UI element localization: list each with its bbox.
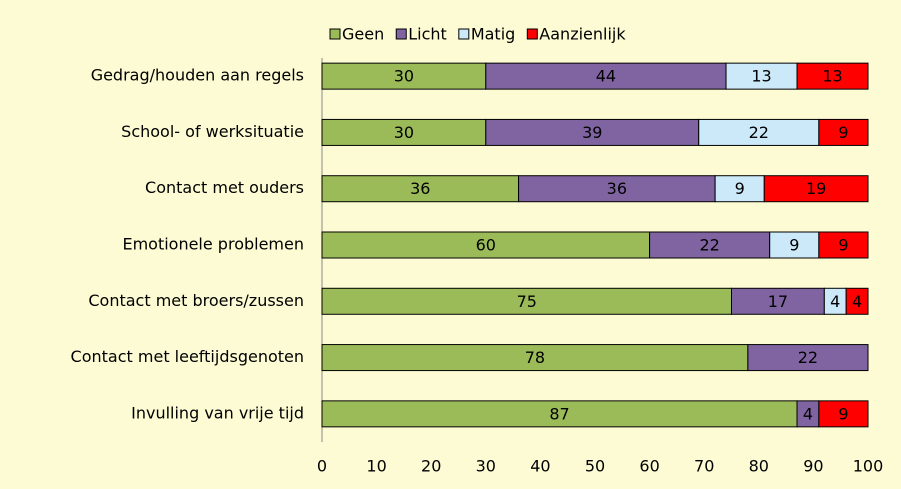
data-label: 4 bbox=[830, 292, 840, 311]
data-label: 22 bbox=[699, 236, 719, 255]
bar-segment bbox=[818, 400, 869, 428]
data-label: 75 bbox=[517, 292, 537, 311]
bar-segment bbox=[747, 344, 869, 372]
category-label: School- of werksituatie bbox=[121, 122, 304, 141]
data-label: 36 bbox=[410, 179, 430, 198]
legend-label: Licht bbox=[408, 25, 447, 44]
data-label: 78 bbox=[525, 348, 545, 367]
legend-swatch bbox=[329, 28, 341, 40]
data-label: 9 bbox=[838, 123, 848, 142]
x-tick-label: 10 bbox=[366, 457, 386, 476]
bar-segment bbox=[763, 175, 869, 203]
x-tick-label: 30 bbox=[476, 457, 496, 476]
x-tick-label: 40 bbox=[530, 457, 550, 476]
bar-segment bbox=[796, 62, 869, 90]
category-label: Contact met ouders bbox=[145, 178, 304, 197]
bar-segment bbox=[321, 62, 487, 90]
bar-segment bbox=[725, 62, 798, 90]
bar-segment bbox=[518, 175, 716, 203]
data-label: 30 bbox=[394, 67, 414, 86]
x-tick-label: 20 bbox=[421, 457, 441, 476]
category-label: Gedrag/houden aan regels bbox=[91, 66, 304, 85]
legend-swatch bbox=[458, 28, 470, 40]
data-label: 9 bbox=[789, 236, 799, 255]
x-tick-label: 0 bbox=[317, 457, 327, 476]
data-label: 39 bbox=[582, 123, 602, 142]
bar-segment bbox=[818, 231, 869, 259]
bar-segment bbox=[321, 175, 520, 203]
category-label: Contact met leeftijdsgenoten bbox=[71, 347, 304, 366]
data-label: 87 bbox=[549, 404, 569, 423]
legend-swatch bbox=[395, 28, 407, 40]
data-label: 4 bbox=[852, 292, 862, 311]
data-label: 22 bbox=[798, 348, 818, 367]
data-label: 4 bbox=[803, 404, 813, 423]
legend-swatch bbox=[526, 28, 538, 40]
x-tick-label: 70 bbox=[694, 457, 714, 476]
data-label: 17 bbox=[768, 292, 788, 311]
bar-segment bbox=[731, 287, 825, 315]
data-label: 13 bbox=[822, 67, 842, 86]
data-label: 60 bbox=[476, 236, 496, 255]
data-label: 44 bbox=[596, 67, 616, 86]
bar-segment bbox=[321, 344, 749, 372]
data-label: 36 bbox=[607, 179, 627, 198]
bar-segment bbox=[714, 175, 765, 203]
data-label: 19 bbox=[806, 179, 826, 198]
data-label: 9 bbox=[838, 236, 848, 255]
x-tick-label: 60 bbox=[639, 457, 659, 476]
data-label: 30 bbox=[394, 123, 414, 142]
bar-segment bbox=[485, 118, 700, 146]
category-label: Emotionele problemen bbox=[122, 235, 304, 254]
data-label: 9 bbox=[838, 404, 848, 423]
bar-segment bbox=[321, 231, 651, 259]
data-label: 13 bbox=[751, 67, 771, 86]
bar-segment bbox=[321, 400, 798, 428]
x-tick-label: 50 bbox=[585, 457, 605, 476]
legend-label: Matig bbox=[471, 25, 515, 44]
x-tick-label: 100 bbox=[853, 457, 884, 476]
bar-segment bbox=[485, 62, 727, 90]
bar-segment bbox=[818, 118, 869, 146]
bar-segment bbox=[845, 287, 869, 315]
data-label: 22 bbox=[749, 123, 769, 142]
bar-segment bbox=[649, 231, 771, 259]
legend-label: Geen bbox=[342, 25, 384, 44]
category-label: Contact met broers/zussen bbox=[88, 291, 304, 310]
data-label: 9 bbox=[735, 179, 745, 198]
x-tick-label: 80 bbox=[749, 457, 769, 476]
category-label: Invulling van vrije tijd bbox=[131, 403, 304, 422]
legend-label: Aanzienlijk bbox=[539, 25, 626, 44]
x-tick-label: 90 bbox=[803, 457, 823, 476]
